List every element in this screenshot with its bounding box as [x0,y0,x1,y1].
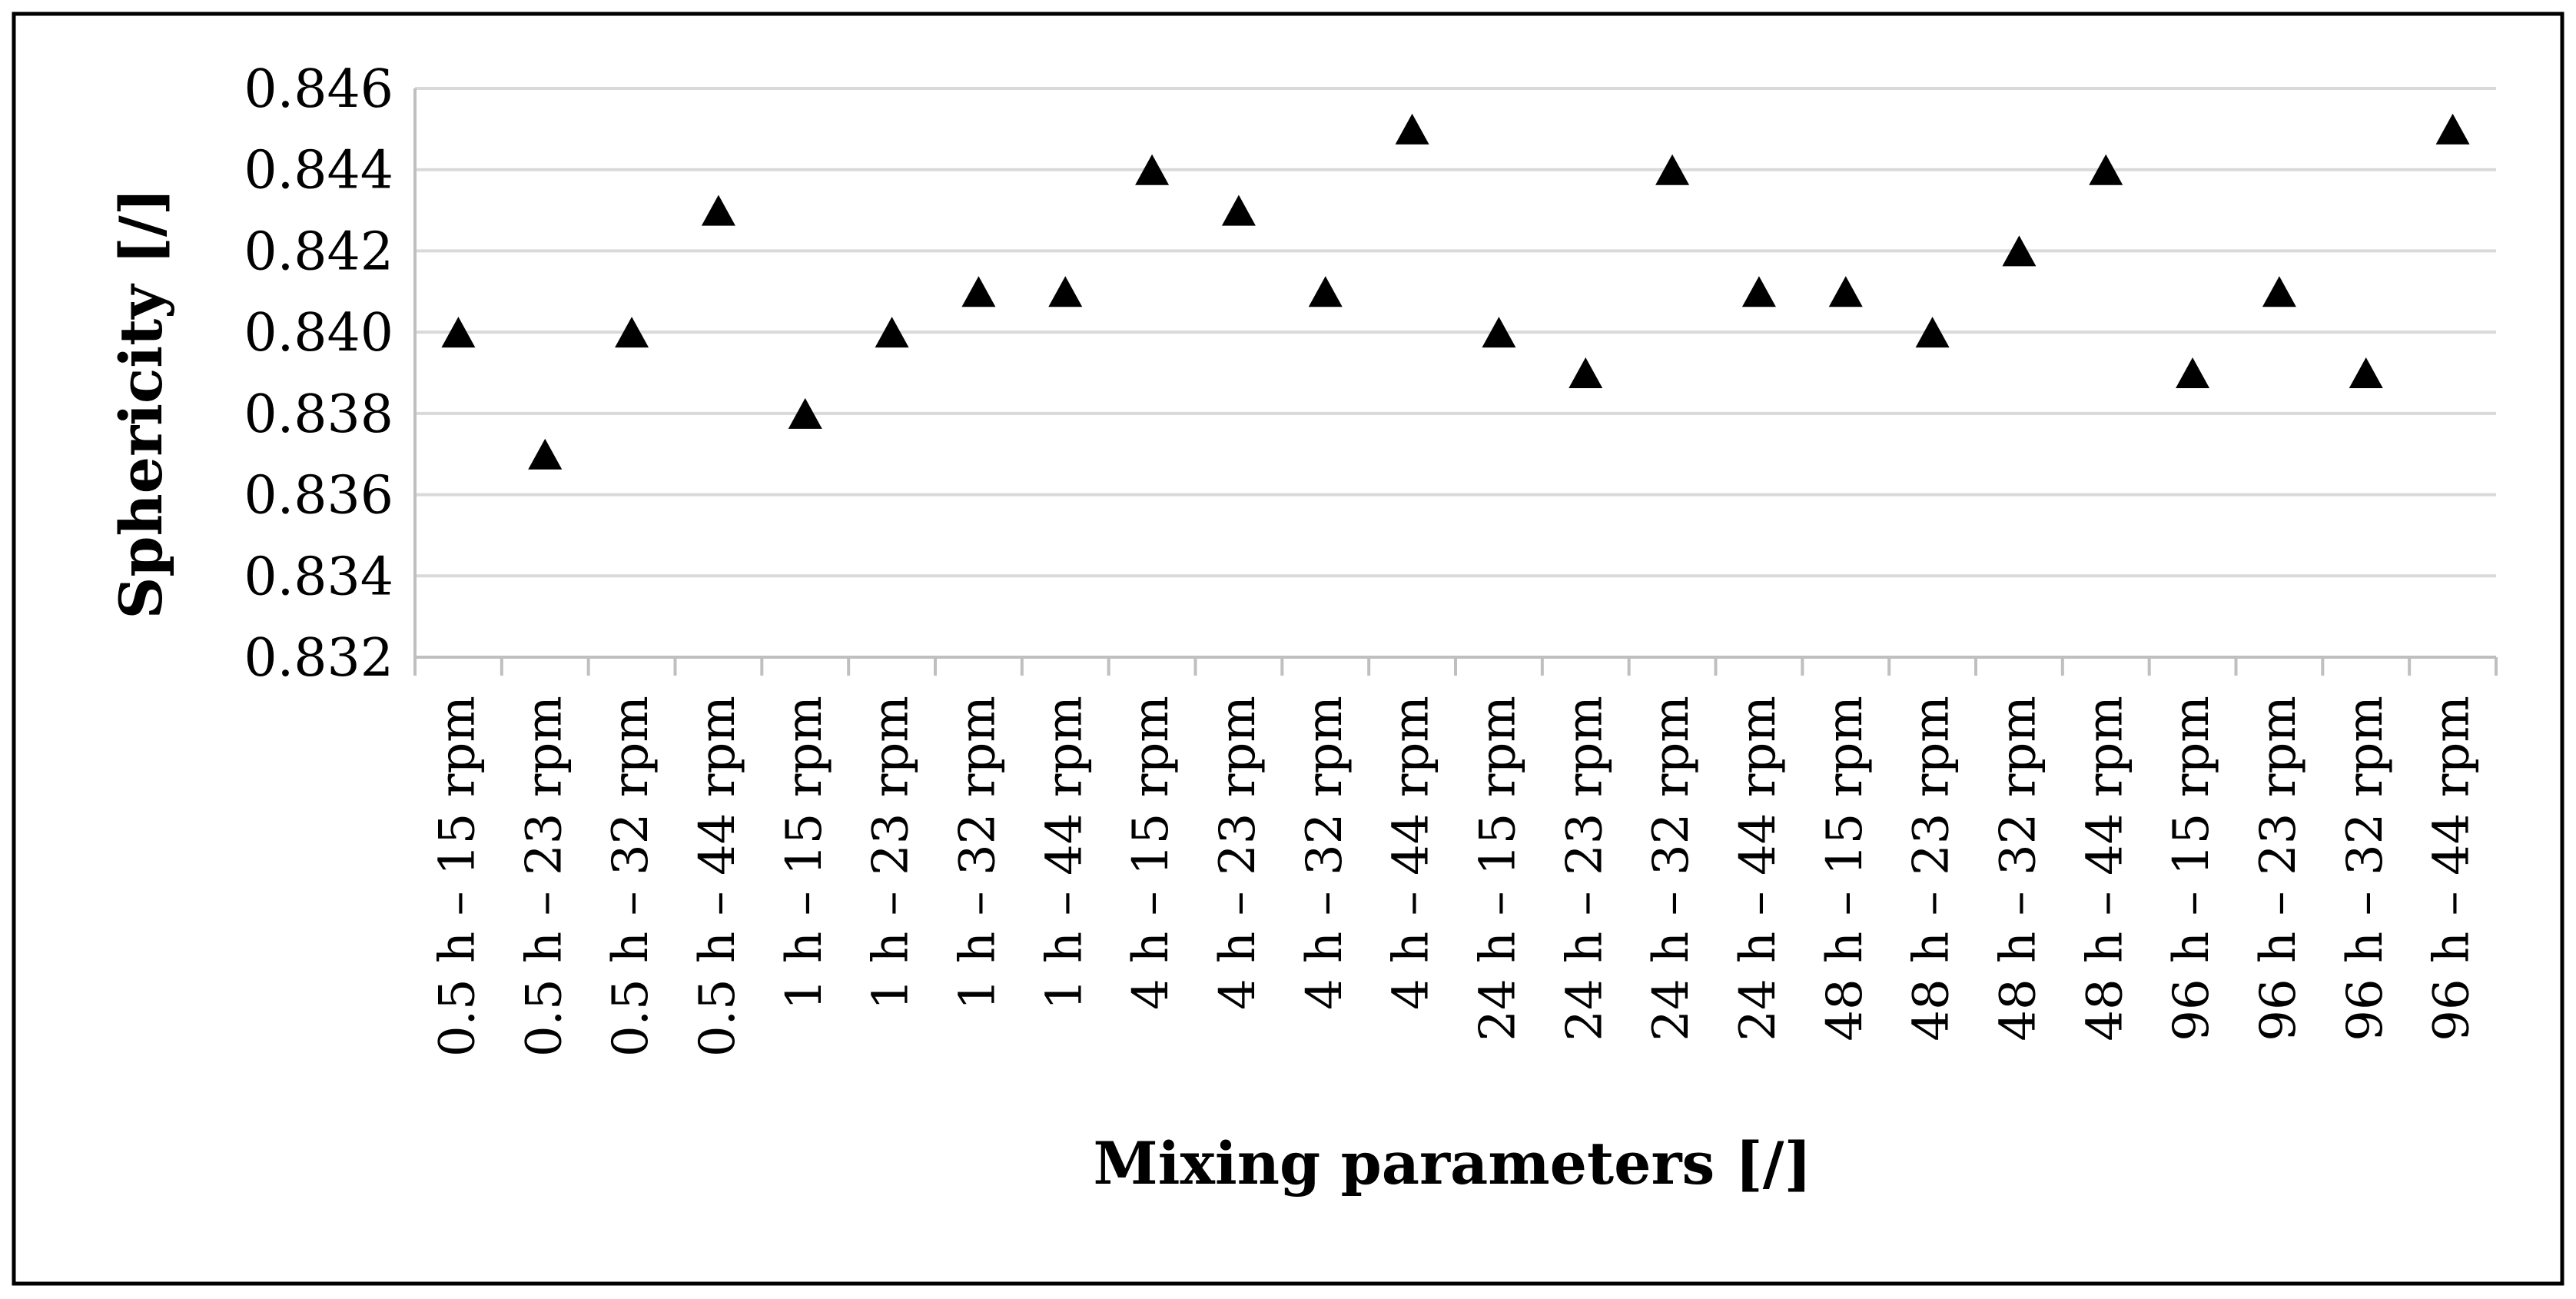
chart-frame [12,12,2564,1286]
x-tick-label: 48 h – 15 rpm [1817,696,1874,1042]
x-tick-label: 24 h – 23 rpm [1556,696,1613,1042]
data-point-marker [788,397,822,429]
data-point-marker [1395,113,1429,145]
data-point-marker [2262,276,2296,307]
x-tick-label: 0.5 h – 15 rpm [429,696,486,1057]
data-point-marker [1048,276,1083,307]
x-tick-label: 0.5 h – 44 rpm [689,696,746,1057]
data-point-marker [2176,357,2210,388]
data-point-marker [2002,235,2037,267]
y-tick-labels: 0.832 0.834 0.836 0.838 0.840 0.842 0.844 0.846 [244,59,393,689]
x-tick-label: 48 h – 32 rpm [1990,696,2047,1042]
gridlines [415,87,2496,578]
data-point-marker [1655,154,1690,185]
y-tick-label: 0.842 [244,221,393,282]
x-tick-label: 96 h – 15 rpm [2163,696,2220,1042]
x-tick-label: 48 h – 44 rpm [2076,696,2133,1042]
data-point-marker [1915,317,1950,348]
data-point-marker [528,438,563,470]
x-tick-label: 1 h – 44 rpm [1036,696,1093,1010]
x-tick-label: 0.5 h – 32 rpm [603,696,659,1057]
x-tick-label: 4 h – 23 rpm [1210,696,1266,1010]
x-tick-label: 1 h – 32 rpm [949,696,1006,1010]
x-tick-label: 48 h – 23 rpm [1904,696,1960,1042]
data-point-marker [1569,357,1603,388]
data-point-marker [1741,276,1776,307]
x-tick-label: 4 h – 32 rpm [1296,696,1353,1010]
data-point-marker [2349,357,2383,388]
y-tick-label: 0.834 [244,547,393,607]
data-point-marker [1221,194,1256,226]
data-point-marker [1828,276,1863,307]
x-tick-label: 24 h – 32 rpm [1643,696,1700,1042]
x-tick-label: 96 h – 32 rpm [2337,696,2394,1042]
data-point-marker [615,317,649,348]
x-tick-label: 24 h – 44 rpm [1730,696,1787,1042]
x-tick-label: 1 h – 15 rpm [776,696,833,1010]
data-point-marker [2089,154,2123,185]
data-point-marker [1482,317,1516,348]
x-tick-label: 24 h – 15 rpm [1469,696,1526,1042]
y-tick-label: 0.838 [244,384,393,445]
data-point-marker [1308,276,1343,307]
data-markers [441,113,2470,470]
data-point-marker [1135,154,1170,185]
x-tick-label: 96 h – 44 rpm [2424,696,2481,1042]
x-tick-label: 4 h – 15 rpm [1123,696,1180,1010]
data-point-marker [441,317,476,348]
x-tick-label: 0.5 h – 23 rpm [516,696,573,1057]
x-tick-label: 96 h – 23 rpm [2250,696,2307,1042]
y-axis-title: Sphericity [/] [107,188,175,619]
x-tick-label: 4 h – 44 rpm [1383,696,1440,1010]
y-tick-label: 0.846 [244,59,393,120]
data-point-marker [2435,113,2470,145]
data-point-marker [961,276,996,307]
x-axis-title: Mixing parameters [/] [1094,1129,1812,1198]
axes [413,88,2498,676]
y-tick-label: 0.840 [244,303,393,364]
data-point-marker [701,194,735,226]
x-tick-labels: 0.5 h – 15 rpm 0.5 h – 23 rpm 0.5 h – 32 r… [429,696,2480,1057]
y-tick-label: 0.832 [244,628,393,689]
y-tick-label: 0.836 [244,466,393,527]
x-tick-label: 1 h – 23 rpm [863,696,920,1010]
data-point-marker [875,317,909,348]
y-tick-label: 0.844 [244,141,393,201]
